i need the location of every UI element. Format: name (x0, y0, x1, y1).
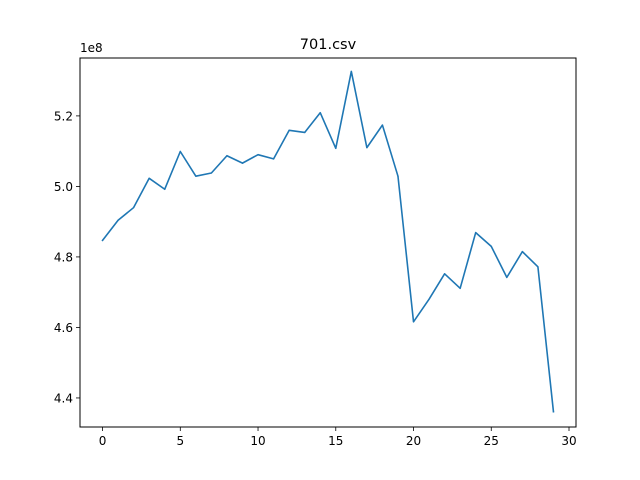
data-point (164, 188, 166, 190)
y-tick-label: 5.2 (54, 109, 73, 123)
data-point (366, 147, 368, 149)
series-line (101, 70, 555, 413)
y-tick-label: 4.4 (54, 391, 73, 405)
chart-title: 701.csv (300, 37, 357, 53)
x-tick-label: 5 (176, 434, 184, 448)
data-point (350, 70, 352, 73)
data-point (397, 175, 399, 177)
data-point (444, 273, 446, 275)
data-point (195, 175, 197, 177)
data-point (304, 131, 306, 134)
data-point (133, 206, 135, 209)
data-point (490, 245, 492, 247)
data-point (537, 266, 539, 268)
data-point (117, 219, 119, 221)
x-tick-label: 25 (484, 434, 499, 448)
data-point (428, 298, 430, 300)
y-tick-label: 4.6 (54, 321, 73, 335)
x-tick-label: 10 (250, 434, 265, 448)
data-point (241, 162, 244, 164)
data-point (459, 287, 461, 289)
y-axis: 4.4 4.6 4.8 5.0 5.2 (54, 109, 80, 405)
data-point (552, 411, 555, 413)
plot-series (101, 70, 555, 413)
data-point (288, 129, 290, 131)
data-point (226, 155, 228, 157)
x-tick-label: 0 (99, 434, 107, 448)
data-point (521, 251, 523, 253)
data-point (475, 231, 477, 234)
x-tick-label: 30 (561, 434, 576, 448)
data-point (319, 112, 321, 114)
data-point (412, 321, 415, 323)
data-point (381, 124, 384, 126)
data-point (210, 172, 212, 174)
x-tick-label: 15 (328, 434, 343, 448)
y-tick-label: 5.0 (54, 180, 73, 194)
data-point (179, 150, 181, 153)
data-point (148, 177, 150, 179)
data-point (101, 239, 104, 241)
data-point (335, 147, 337, 149)
data-point (506, 276, 508, 278)
data-point (257, 154, 259, 156)
x-axis: 0 5 10 15 20 25 30 (99, 427, 577, 448)
y-offset-label: 1e8 (80, 41, 103, 55)
y-tick-label: 4.8 (54, 250, 73, 264)
data-point (272, 158, 275, 160)
plot-frame (79, 57, 577, 428)
x-tick-label: 20 (406, 434, 421, 448)
